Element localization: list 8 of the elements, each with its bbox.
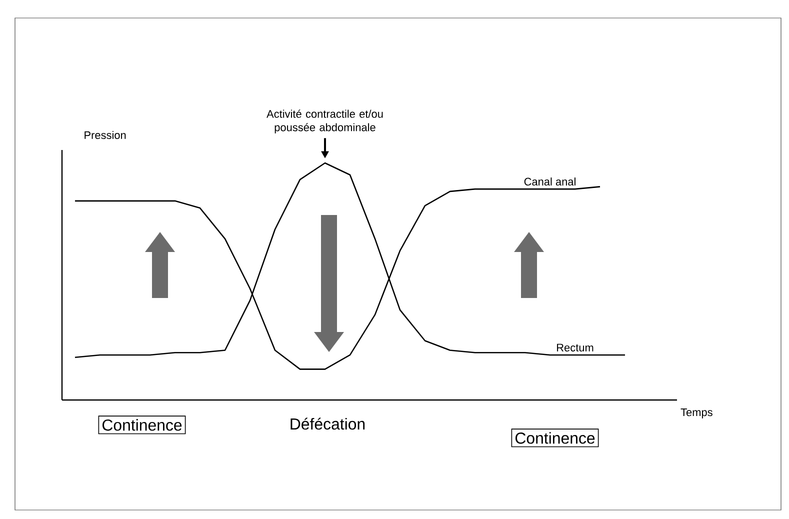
y-axis-title: Pression (84, 130, 126, 140)
text: Activité contractile et/ou poussée abdominale (266, 110, 383, 134)
series-label: Canal anal (524, 178, 576, 186)
text: Continence (515, 432, 595, 444)
text: Continence (102, 419, 182, 431)
series-label: Rectum (557, 344, 594, 352)
x-axis-title: Temps (680, 408, 712, 418)
text: Défécation (290, 418, 365, 430)
